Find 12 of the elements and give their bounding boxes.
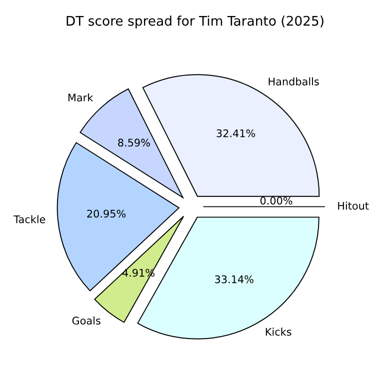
data-label: 20.95% [87,210,126,218]
data-label: 33.14% [215,275,254,284]
slice-label: Mark [68,93,94,102]
data-label: 8.59% [118,138,150,147]
text: 0.00% [260,196,292,205]
slice-label: Kicks [266,328,292,336]
slice-label: Tackle [14,215,46,224]
category-label: Hitout [338,202,369,210]
slice-label: Handballs [268,77,319,86]
slice-label: Goals [72,316,100,325]
data-label: 32.41% [216,129,256,138]
chart-title: DT score spread for Tim Taranto (2025) [66,16,324,28]
